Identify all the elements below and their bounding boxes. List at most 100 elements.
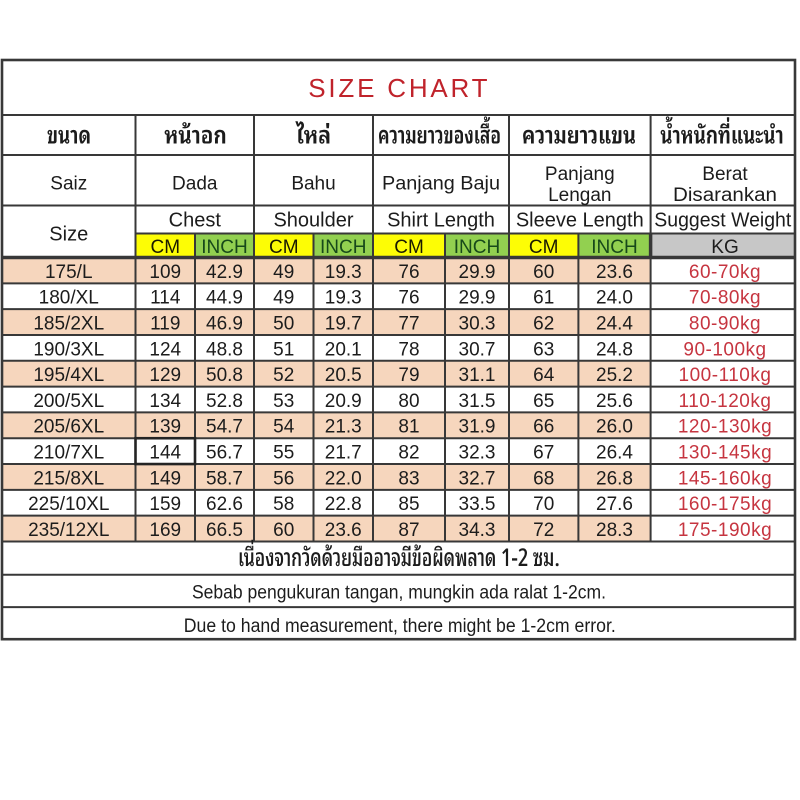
svg-text:62.6: 62.6 bbox=[206, 494, 243, 515]
svg-text:80-90kg: 80-90kg bbox=[689, 313, 761, 334]
svg-text:149: 149 bbox=[149, 468, 181, 489]
svg-text:66: 66 bbox=[533, 417, 554, 438]
svg-text:25.2: 25.2 bbox=[596, 365, 633, 386]
svg-text:190/3XL: 190/3XL bbox=[33, 339, 104, 360]
svg-text:159: 159 bbox=[149, 494, 181, 515]
svg-text:61: 61 bbox=[533, 288, 554, 309]
svg-text:52: 52 bbox=[273, 365, 294, 386]
svg-text:27.6: 27.6 bbox=[596, 494, 633, 515]
svg-text:29.9: 29.9 bbox=[459, 288, 496, 309]
svg-text:Panjang: Panjang bbox=[545, 164, 615, 185]
svg-text:42.9: 42.9 bbox=[206, 262, 243, 283]
svg-text:Berat: Berat bbox=[702, 164, 748, 185]
svg-text:175-190kg: 175-190kg bbox=[678, 520, 772, 541]
svg-text:31.5: 31.5 bbox=[459, 391, 496, 412]
svg-text:76: 76 bbox=[398, 288, 419, 309]
svg-text:56: 56 bbox=[273, 468, 294, 489]
svg-text:Disarankan: Disarankan bbox=[673, 185, 777, 206]
svg-text:67: 67 bbox=[533, 443, 554, 464]
svg-text:63: 63 bbox=[533, 339, 554, 360]
svg-text:CM: CM bbox=[269, 237, 299, 258]
svg-text:Panjang Baju: Panjang Baju bbox=[382, 173, 500, 194]
svg-text:Chest: Chest bbox=[169, 210, 222, 232]
svg-text:195/4XL: 195/4XL bbox=[33, 365, 104, 386]
svg-text:23.6: 23.6 bbox=[596, 262, 633, 283]
svg-text:119: 119 bbox=[150, 313, 180, 334]
svg-text:51: 51 bbox=[273, 339, 294, 360]
svg-text:160-175kg: 160-175kg bbox=[678, 494, 772, 515]
svg-text:79: 79 bbox=[398, 365, 419, 386]
svg-text:30.7: 30.7 bbox=[459, 339, 496, 360]
svg-text:19.3: 19.3 bbox=[325, 262, 362, 283]
svg-text:144: 144 bbox=[149, 443, 181, 464]
svg-text:CM: CM bbox=[529, 237, 559, 258]
svg-text:INCH: INCH bbox=[201, 237, 247, 258]
svg-text:53: 53 bbox=[273, 391, 294, 412]
svg-text:83: 83 bbox=[398, 468, 419, 489]
svg-text:INCH: INCH bbox=[591, 237, 637, 258]
svg-text:129: 129 bbox=[149, 365, 181, 386]
svg-text:100-110kg: 100-110kg bbox=[679, 365, 772, 386]
svg-text:76: 76 bbox=[398, 262, 419, 283]
svg-text:205/6XL: 205/6XL bbox=[33, 417, 104, 438]
svg-text:30.3: 30.3 bbox=[459, 313, 496, 334]
svg-text:22.8: 22.8 bbox=[325, 494, 362, 515]
svg-text:58.7: 58.7 bbox=[206, 468, 243, 489]
svg-text:50: 50 bbox=[273, 313, 294, 334]
svg-text:Sebab pengukuran tangan, mungk: Sebab pengukuran tangan, mungkin ada ral… bbox=[192, 583, 606, 604]
svg-text:90-100kg: 90-100kg bbox=[683, 339, 766, 360]
svg-text:22.0: 22.0 bbox=[325, 468, 362, 489]
svg-text:60: 60 bbox=[273, 520, 294, 541]
svg-text:64: 64 bbox=[533, 365, 555, 386]
svg-text:58: 58 bbox=[273, 494, 294, 515]
svg-text:225/10XL: 225/10XL bbox=[28, 494, 109, 515]
svg-text:169: 169 bbox=[149, 520, 181, 541]
svg-text:78: 78 bbox=[398, 339, 419, 360]
svg-text:180/XL: 180/XL bbox=[39, 288, 99, 309]
svg-text:19.3: 19.3 bbox=[325, 288, 362, 309]
svg-text:26.4: 26.4 bbox=[596, 443, 633, 464]
svg-text:INCH: INCH bbox=[320, 237, 366, 258]
svg-text:70-80kg: 70-80kg bbox=[689, 288, 761, 309]
svg-text:24.4: 24.4 bbox=[596, 313, 633, 334]
svg-text:Bahu: Bahu bbox=[291, 173, 335, 194]
svg-text:Lengan: Lengan bbox=[548, 185, 611, 206]
svg-text:235/12XL: 235/12XL bbox=[28, 520, 109, 541]
svg-text:25.6: 25.6 bbox=[596, 391, 633, 412]
svg-text:80: 80 bbox=[398, 391, 419, 412]
svg-text:55: 55 bbox=[273, 443, 294, 464]
svg-text:33.5: 33.5 bbox=[459, 494, 496, 515]
svg-text:34.3: 34.3 bbox=[459, 520, 496, 541]
svg-text:56.7: 56.7 bbox=[206, 443, 243, 464]
svg-text:Shirt Length: Shirt Length bbox=[387, 210, 495, 232]
svg-text:48.8: 48.8 bbox=[206, 339, 243, 360]
svg-text:31.1: 31.1 bbox=[459, 365, 496, 386]
svg-text:175/L: 175/L bbox=[45, 262, 93, 283]
svg-text:139: 139 bbox=[149, 417, 181, 438]
svg-text:85: 85 bbox=[398, 494, 419, 515]
svg-text:72: 72 bbox=[533, 520, 554, 541]
svg-text:Shoulder: Shoulder bbox=[273, 210, 353, 232]
svg-text:KG: KG bbox=[711, 237, 738, 258]
svg-text:52.8: 52.8 bbox=[206, 391, 243, 412]
svg-text:24.0: 24.0 bbox=[596, 288, 633, 309]
svg-text:32.3: 32.3 bbox=[459, 443, 496, 464]
svg-text:Sleeve Length: Sleeve Length bbox=[516, 210, 644, 232]
svg-text:Suggest Weight: Suggest Weight bbox=[654, 210, 791, 232]
svg-text:210/7XL: 210/7XL bbox=[33, 443, 104, 464]
svg-text:29.9: 29.9 bbox=[459, 262, 496, 283]
svg-text:20.1: 20.1 bbox=[325, 339, 362, 360]
svg-text:32.7: 32.7 bbox=[459, 468, 496, 489]
svg-text:49: 49 bbox=[273, 288, 294, 309]
svg-text:87: 87 bbox=[398, 520, 419, 541]
svg-text:Dada: Dada bbox=[172, 173, 218, 194]
svg-text:185/2XL: 185/2XL bbox=[33, 313, 104, 334]
svg-text:82: 82 bbox=[398, 443, 419, 464]
svg-text:114: 114 bbox=[150, 288, 181, 309]
svg-text:46.9: 46.9 bbox=[206, 313, 243, 334]
svg-text:20.9: 20.9 bbox=[325, 391, 362, 412]
svg-text:CM: CM bbox=[394, 237, 424, 258]
svg-text:INCH: INCH bbox=[454, 237, 500, 258]
svg-text:200/5XL: 200/5XL bbox=[33, 391, 104, 412]
svg-text:62: 62 bbox=[533, 313, 554, 334]
